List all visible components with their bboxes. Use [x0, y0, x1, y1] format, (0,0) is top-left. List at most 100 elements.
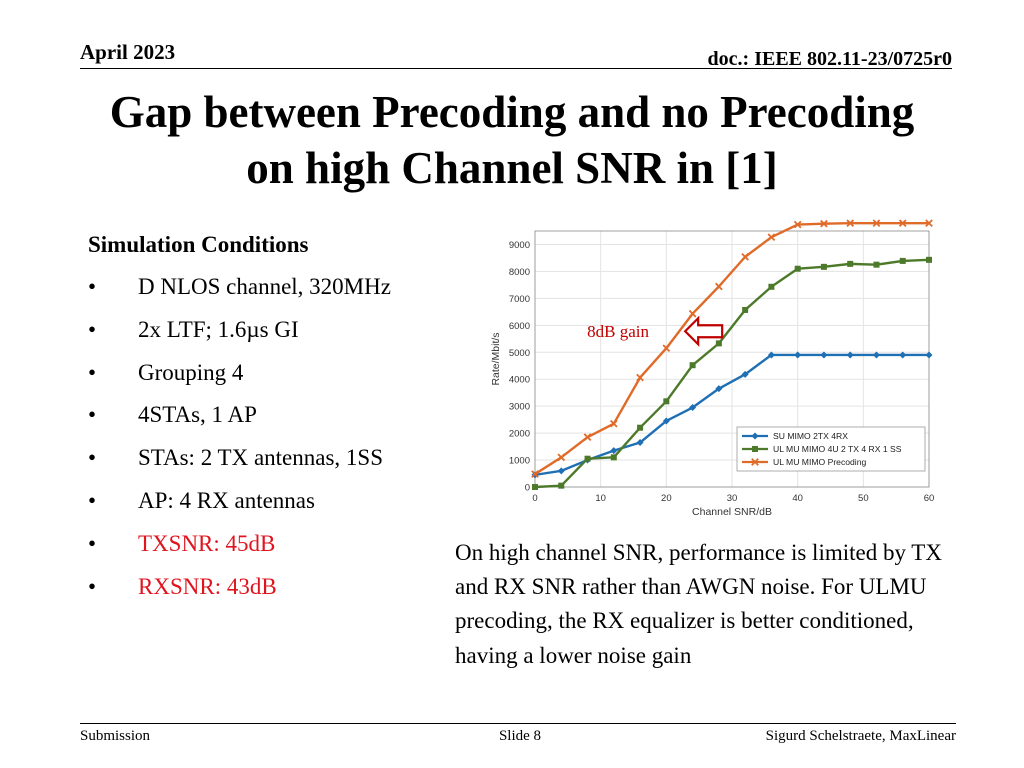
x-tick-label: 60	[924, 493, 935, 504]
data-point	[636, 439, 644, 447]
footer-divider	[80, 723, 956, 724]
gain-arrow-icon	[683, 315, 724, 347]
data-point	[689, 404, 697, 412]
header-divider	[80, 68, 952, 69]
y-tick-label: 7000	[509, 294, 530, 305]
legend-label: SU MIMO 2TX 4RX	[773, 431, 848, 441]
x-tick-label: 30	[727, 493, 738, 504]
data-point	[584, 455, 591, 462]
data-point	[558, 482, 565, 489]
footer-slide-number: Slide 8	[498, 728, 542, 744]
data-point	[663, 398, 670, 405]
data-point	[751, 432, 759, 440]
legend-label: UL MU MIMO Precoding	[773, 457, 867, 467]
series-line	[534, 353, 929, 477]
condition-text: Grouping 4	[138, 359, 244, 385]
data-point	[662, 417, 670, 425]
y-tick-label: 4000	[509, 375, 530, 386]
y-tick-label: 0	[525, 483, 530, 494]
footer-submission: Submission	[80, 728, 151, 744]
data-point	[820, 219, 828, 228]
data-point	[820, 263, 827, 270]
data-point	[610, 447, 618, 455]
condition-text: 4STAs, 1 AP	[138, 402, 257, 428]
bullet-icon: •	[88, 445, 97, 471]
explanation-note: On high channel SNR, performance is limi…	[455, 540, 942, 668]
data-point	[715, 385, 723, 393]
condition-text: AP: 4 RX antennas	[138, 487, 315, 513]
data-point	[925, 219, 933, 228]
header-date: April 2023	[80, 40, 176, 64]
data-point	[751, 458, 759, 466]
condition-text: D NLOS channel, 320MHz	[138, 274, 391, 299]
data-point	[925, 351, 933, 359]
data-point	[688, 309, 697, 318]
data-point	[609, 419, 618, 428]
bullet-icon: •	[88, 573, 97, 599]
data-point	[767, 351, 775, 359]
conditions-heading: Simulation Conditions	[88, 232, 309, 257]
series-line	[534, 221, 929, 476]
data-point	[741, 370, 749, 378]
data-point	[715, 282, 723, 291]
data-point	[872, 351, 880, 359]
data-point	[926, 256, 932, 263]
data-point	[794, 265, 801, 272]
data-point	[636, 373, 644, 382]
data-point	[899, 351, 907, 359]
data-point	[741, 253, 749, 261]
data-point	[689, 362, 696, 369]
y-tick-label: 6000	[509, 321, 530, 332]
x-tick-label: 50	[858, 493, 869, 504]
data-point	[794, 351, 802, 359]
bullet-icon: •	[88, 359, 97, 385]
y-tick-label: 2000	[509, 429, 530, 440]
gain-annotation-label: 8dB gain	[587, 322, 649, 341]
legend-label: UL MU MIMO 4U 2 TX 4 RX 1 SS	[773, 444, 902, 454]
condition-text: STAs: 2 TX antennas, 1SS	[138, 445, 383, 471]
data-point	[532, 484, 538, 490]
data-point	[752, 446, 758, 452]
data-point	[662, 344, 671, 353]
data-point	[793, 220, 802, 229]
x-tick-label: 40	[792, 493, 803, 504]
condition-text: 2x LTF; 1.6µs GI	[138, 316, 299, 342]
y-tick-label: 1000	[509, 456, 530, 467]
series-line	[534, 258, 930, 489]
y-axis-label: Rate/Mbit/s	[490, 332, 502, 385]
data-point	[899, 257, 906, 264]
x-tick-label: 20	[661, 493, 672, 504]
bullet-icon: •	[88, 402, 97, 428]
data-point	[872, 219, 881, 228]
x-tick-label: 10	[595, 493, 606, 504]
data-point	[742, 306, 749, 313]
y-tick-label: 8000	[509, 267, 530, 278]
y-tick-label: 9000	[509, 240, 530, 251]
slide-title-line-2: on high Channel SNR in [1]	[246, 143, 778, 193]
data-point	[767, 233, 776, 242]
x-axis-label: Channel SNR/dB	[692, 506, 772, 518]
data-point	[715, 340, 722, 347]
bullet-icon: •	[88, 530, 97, 556]
bullet-icon: •	[88, 274, 97, 299]
condition-text: RXSNR: 43dB	[138, 573, 277, 599]
data-point	[820, 351, 828, 359]
rate-vs-snr-chart: 0 1000 2000 3000 4000 5000 6000 7000 8000 9000 0 10…	[490, 219, 935, 518]
data-point	[847, 260, 854, 267]
data-point	[531, 470, 539, 478]
data-point	[557, 453, 566, 462]
slide-title: Gap between Precoding and no Precoding o…	[60, 84, 964, 196]
legend-box	[736, 426, 926, 472]
condition-text: TXSNR: 45dB	[138, 530, 276, 556]
plot-frame	[534, 230, 930, 488]
data-point	[873, 261, 880, 268]
footer-author: Sigurd Schelstraete, MaxLinear	[765, 728, 956, 744]
data-point	[610, 454, 617, 461]
data-point	[557, 467, 565, 475]
x-tick-label: 0	[532, 493, 537, 504]
data-point	[898, 219, 907, 228]
data-point	[637, 424, 644, 431]
data-point	[768, 283, 775, 290]
slide-title-line-1: Gap between Precoding and no Precoding	[109, 87, 915, 137]
data-point	[846, 219, 855, 228]
